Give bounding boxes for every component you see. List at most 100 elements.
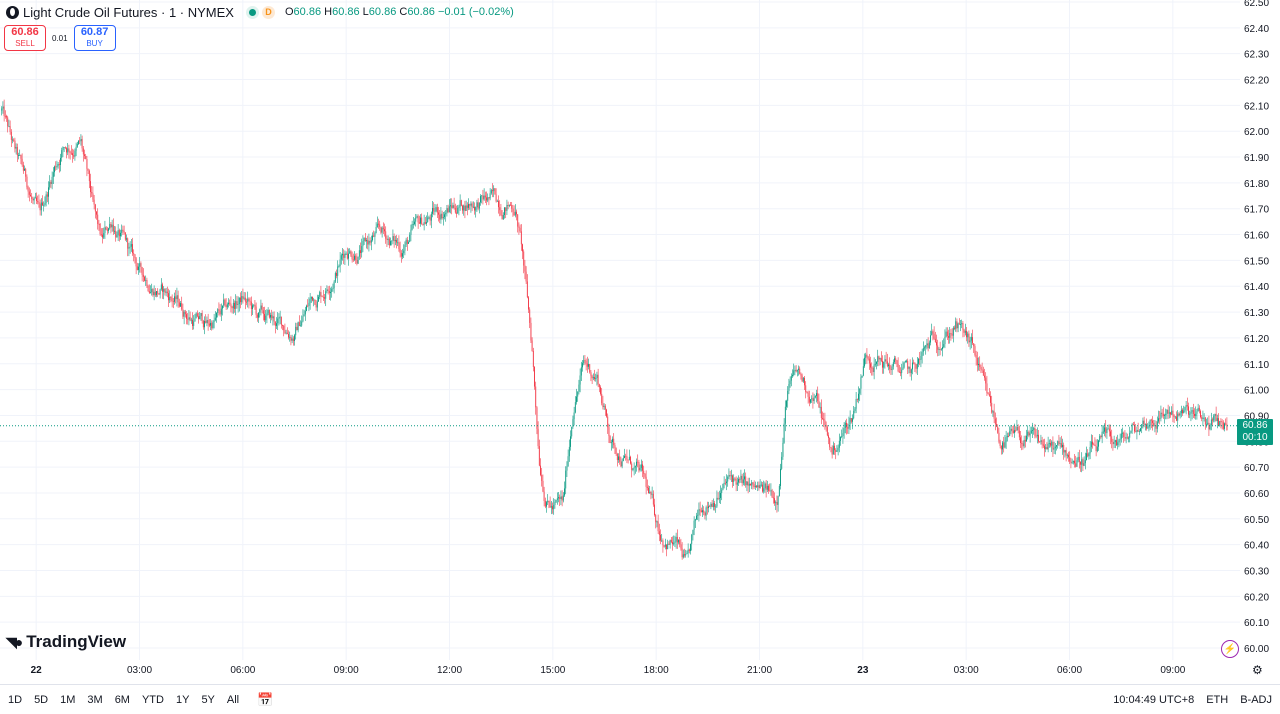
candle-body bbox=[1032, 430, 1033, 431]
candle-body bbox=[926, 343, 928, 346]
candle-body bbox=[921, 351, 923, 356]
candle-body bbox=[1171, 410, 1173, 415]
candle-body bbox=[648, 487, 649, 494]
candle-body bbox=[884, 359, 886, 362]
candle-body bbox=[379, 224, 381, 227]
candle-body bbox=[994, 418, 996, 425]
candle-body bbox=[284, 330, 286, 334]
candle-body bbox=[1197, 407, 1199, 412]
sell-button[interactable]: 60.86 SELL bbox=[4, 25, 46, 51]
candle-body bbox=[8, 126, 10, 128]
candle-body bbox=[91, 192, 93, 194]
candle-body bbox=[1194, 413, 1195, 417]
range-1d[interactable]: 1D bbox=[8, 693, 23, 706]
range-5y[interactable]: 5Y bbox=[201, 693, 215, 706]
range-1m[interactable]: 1M bbox=[60, 693, 76, 706]
candle-body bbox=[386, 238, 388, 240]
symbol-title[interactable]: Light Crude Oil Futures · 1 · NYMEX bbox=[23, 4, 234, 20]
candle-body bbox=[1155, 425, 1157, 429]
candle-body bbox=[220, 308, 222, 315]
candle-body bbox=[453, 205, 455, 208]
range-5d[interactable]: 5D bbox=[34, 693, 49, 706]
time-tick-label: 03:00 bbox=[954, 665, 979, 676]
candle-body bbox=[495, 194, 497, 202]
candle-body bbox=[211, 322, 213, 329]
candle-body bbox=[574, 402, 576, 413]
candlestick-chart[interactable] bbox=[0, 0, 1240, 660]
range-6m[interactable]: 6M bbox=[114, 693, 130, 706]
candle-body bbox=[10, 131, 12, 140]
price-tick-label: 60.90 bbox=[1244, 411, 1269, 422]
candle-body bbox=[615, 448, 617, 454]
time-axis[interactable]: 22 03:00 06:00 09:00 12:00 15:00 18:00 21:00 23 0… bbox=[0, 660, 1240, 680]
candle-body bbox=[1186, 405, 1188, 407]
candle-body bbox=[819, 406, 821, 408]
candle-body bbox=[1201, 417, 1203, 419]
candle-body bbox=[619, 456, 621, 462]
candle-body bbox=[1183, 410, 1185, 414]
candle-body bbox=[205, 320, 207, 323]
candle-body bbox=[700, 510, 702, 513]
market-status[interactable]: D bbox=[245, 5, 275, 19]
candle-body bbox=[580, 367, 582, 376]
calendar-icon[interactable]: 📅 bbox=[257, 691, 274, 707]
candle-body bbox=[1016, 426, 1018, 431]
price-tick-label: 61.70 bbox=[1244, 205, 1269, 216]
range-1y[interactable]: 1Y bbox=[175, 693, 190, 706]
clock-display[interactable]: 10:04:49 UTC+8 bbox=[1113, 693, 1195, 706]
candle-body bbox=[838, 440, 840, 448]
price-axis[interactable]: 62.50 62.40 62.30 62.20 62.10 62.00 61.90 61.80… bbox=[1236, 0, 1280, 660]
candle-body bbox=[625, 455, 627, 457]
range-ytd[interactable]: YTD bbox=[141, 693, 164, 706]
candle-body bbox=[452, 205, 454, 208]
candle-body bbox=[154, 291, 156, 296]
candle-body bbox=[1222, 422, 1224, 429]
candle-body bbox=[468, 204, 469, 208]
buy-button[interactable]: 60.87 BUY bbox=[73, 25, 116, 51]
candle-body bbox=[697, 514, 699, 516]
candle-body bbox=[807, 392, 809, 397]
candle-body bbox=[540, 465, 541, 475]
candle-body bbox=[1111, 436, 1113, 442]
session-toggle[interactable]: ETH bbox=[1206, 693, 1229, 706]
candle-body bbox=[910, 369, 912, 374]
candle-body bbox=[482, 195, 484, 200]
candle-body bbox=[930, 335, 931, 343]
candle-body bbox=[674, 541, 676, 543]
tradingview-logo[interactable]: ◥● TradingView bbox=[6, 632, 126, 652]
candle-body bbox=[716, 497, 718, 507]
candle-body bbox=[1148, 425, 1150, 428]
candle-body bbox=[748, 483, 750, 486]
candle-body bbox=[559, 497, 561, 499]
bar-countdown: 00:10 bbox=[1242, 431, 1268, 443]
candle-body bbox=[126, 238, 127, 240]
candle-body bbox=[966, 330, 967, 338]
low-label: L bbox=[362, 6, 369, 18]
candle-body bbox=[876, 361, 877, 364]
adjustment-toggle[interactable]: B-ADJ bbox=[1240, 693, 1272, 706]
candle-body bbox=[462, 205, 463, 211]
candle-body bbox=[210, 322, 211, 326]
candle-body bbox=[196, 313, 198, 317]
gear-icon[interactable]: ⚙ bbox=[1252, 663, 1263, 677]
candle-body bbox=[846, 422, 847, 428]
candle-body bbox=[272, 316, 274, 319]
flash-icon[interactable]: ⚡ bbox=[1221, 640, 1239, 658]
range-all[interactable]: All bbox=[226, 693, 240, 706]
candle-body bbox=[1018, 430, 1020, 438]
candle-body bbox=[564, 488, 565, 496]
candle-body bbox=[799, 368, 801, 374]
candle-body bbox=[753, 483, 755, 488]
candle-body bbox=[840, 436, 841, 441]
candle-body bbox=[727, 476, 729, 482]
candle-body bbox=[180, 303, 181, 307]
range-3m[interactable]: 3M bbox=[87, 693, 103, 706]
buy-price: 60.87 bbox=[80, 26, 109, 38]
candle-body bbox=[530, 322, 532, 341]
candle-body bbox=[798, 368, 799, 370]
candle-body bbox=[1074, 460, 1075, 464]
candle-body bbox=[447, 208, 449, 213]
candle-body bbox=[624, 455, 625, 458]
candle-body bbox=[592, 376, 594, 379]
sell-price: 60.86 bbox=[11, 26, 39, 38]
